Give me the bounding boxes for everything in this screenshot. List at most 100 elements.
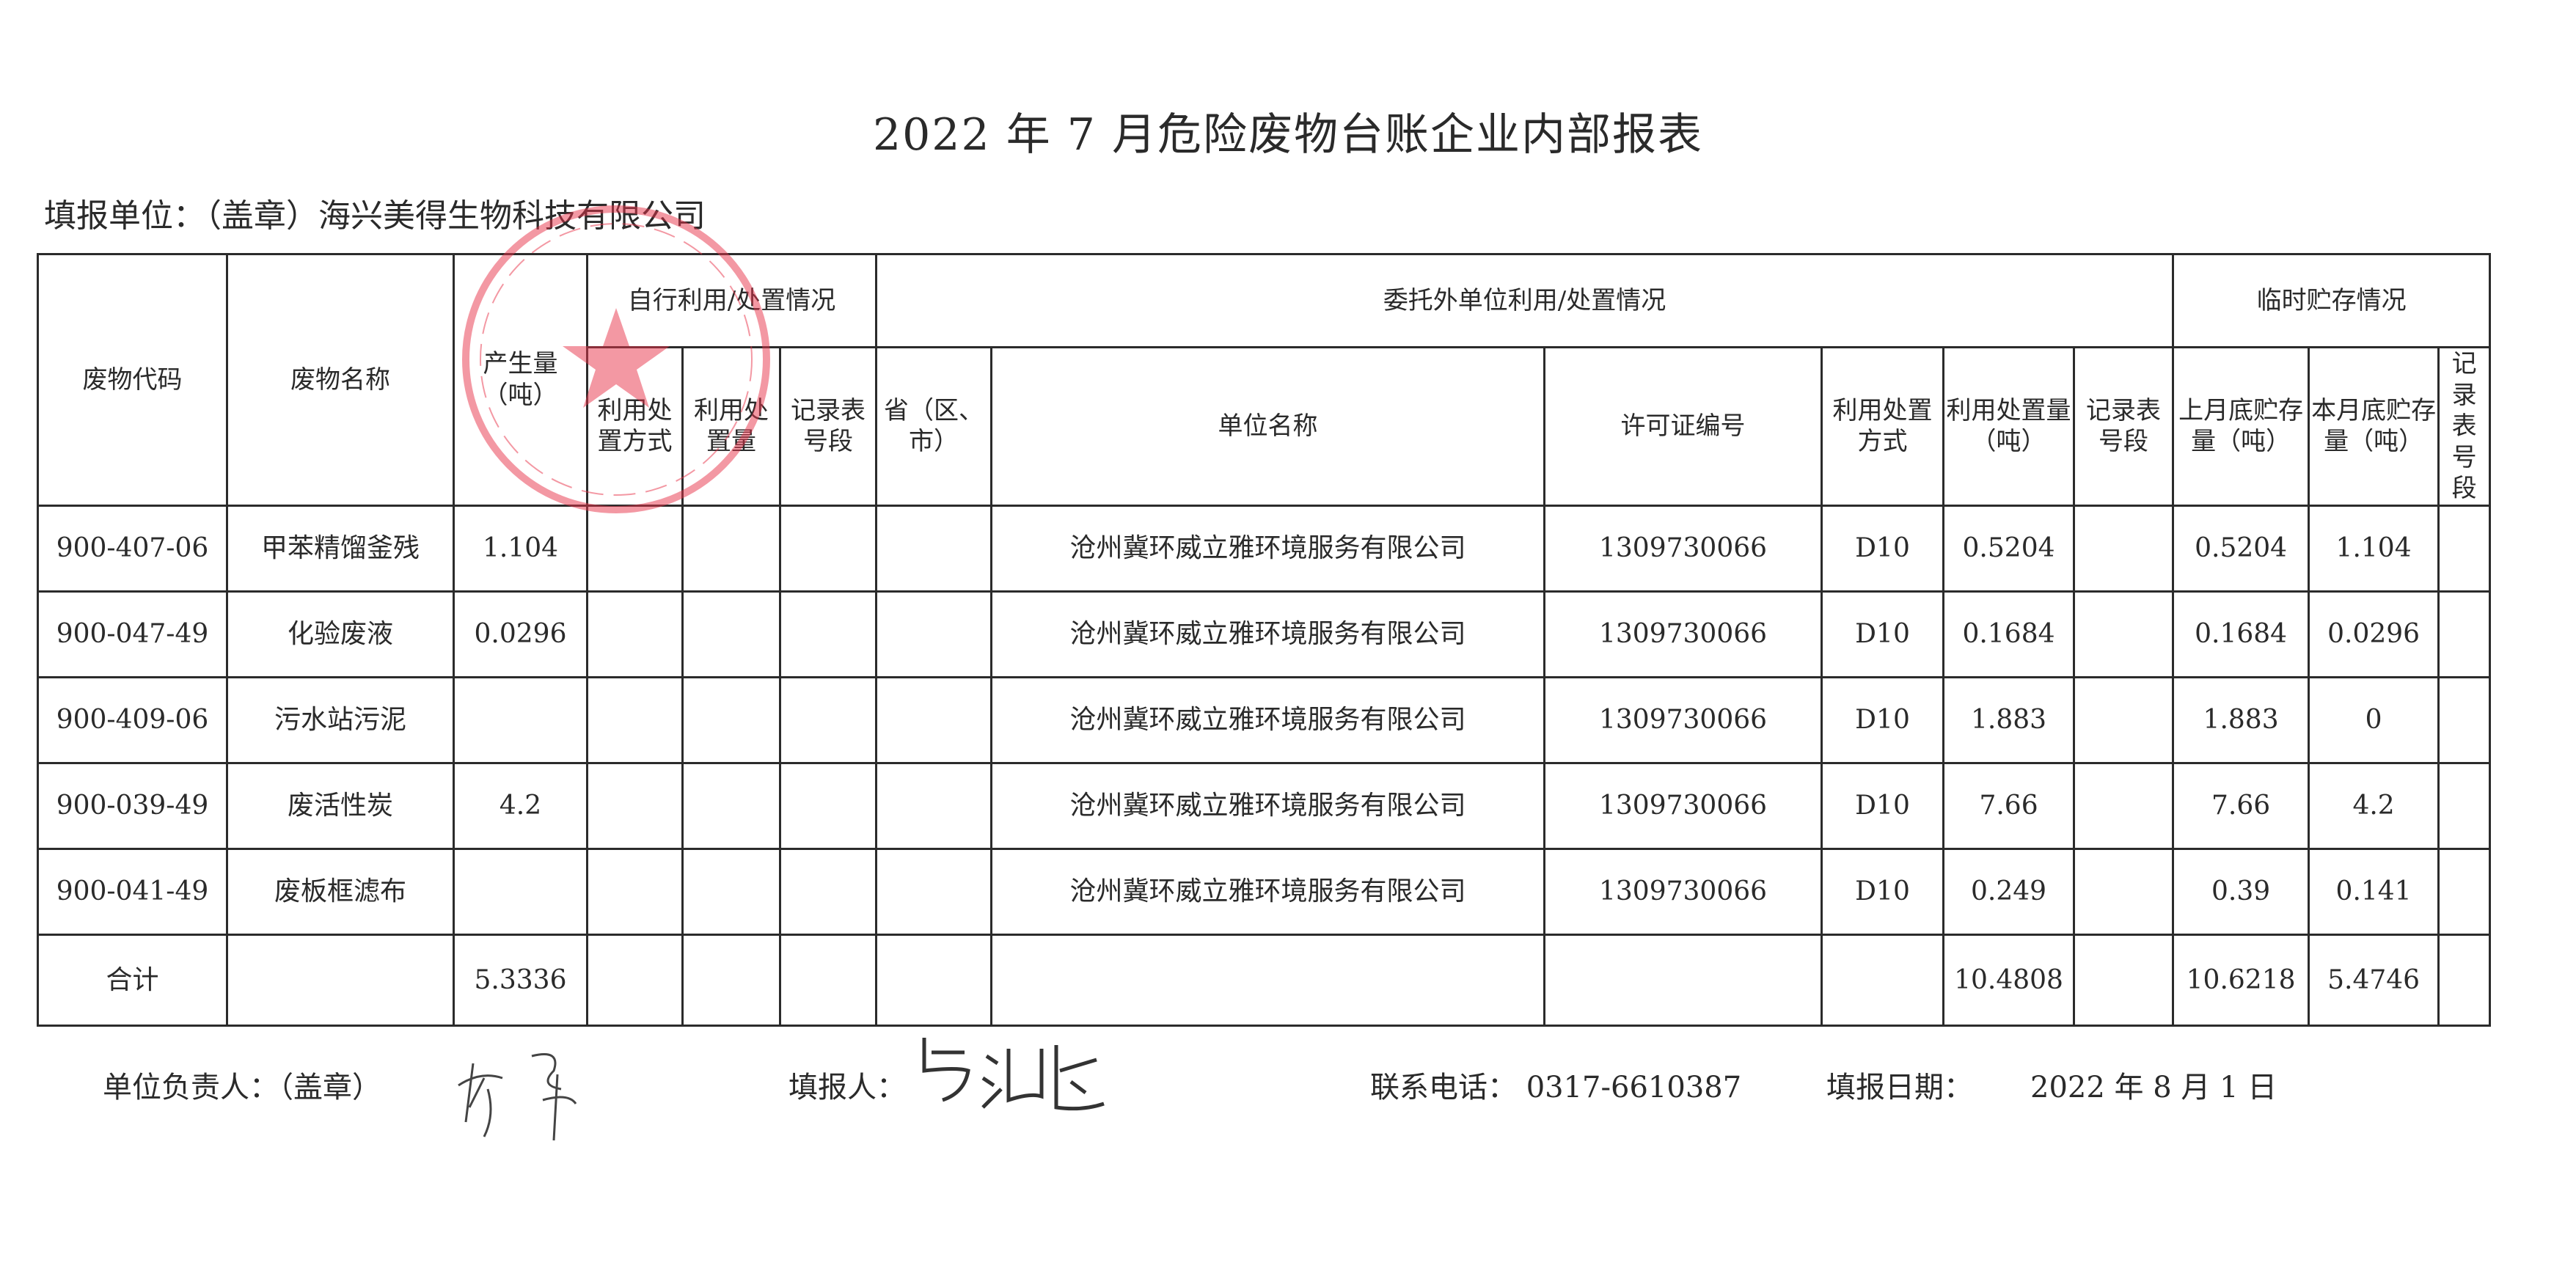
header-method: 利用处置方式 — [1821, 346, 1945, 507]
cell-storage-record — [2437, 761, 2492, 850]
cell-storage-record — [2437, 504, 2492, 593]
cell-amount: 1.883 — [1942, 675, 2076, 764]
cell-this-month: 4.2 — [2308, 761, 2440, 850]
header-storage-group: 临时贮存情况 — [2172, 253, 2492, 348]
cell-storage-record — [2437, 590, 2492, 678]
filing-unit: 填报单位：（盖章）海兴美得生物科技有限公司 — [44, 197, 706, 235]
cell-empty — [2437, 933, 2492, 1027]
cell-method: D10 — [1821, 761, 1945, 850]
cell-generated: 0.0296 — [453, 590, 588, 678]
cell-last-month: 0.39 — [2172, 847, 2310, 936]
cell-waste-name: 废板框滤布 — [226, 847, 455, 936]
table-row: 900-047-49 化验废液 0.0296 沧州冀环威立雅环境服务有限公司 13097… — [37, 590, 2492, 678]
cell-storage-record — [2437, 847, 2492, 936]
cell-last-month: 0.5204 — [2172, 504, 2310, 593]
cell-province — [875, 675, 993, 764]
cell-generated — [453, 675, 588, 764]
cell-self-record — [778, 761, 878, 850]
cell-last-month: 1.883 — [2172, 675, 2310, 764]
cell-waste-code: 900-407-06 — [37, 504, 228, 593]
cell-record — [2073, 590, 2175, 678]
cell-self-record — [778, 504, 878, 593]
cell-waste-name: 甲苯精馏釜残 — [226, 504, 455, 593]
cell-license-no: 1309730066 — [1543, 590, 1823, 678]
header-province: 省（区、市） — [875, 346, 993, 507]
cell-waste-name: 污水站污泥 — [226, 675, 455, 764]
total-row: 合计 5.3336 10.4808 10.6218 5.4746 — [37, 933, 2492, 1027]
cell-empty — [2073, 933, 2175, 1027]
cell-record — [2073, 675, 2175, 764]
cell-unit-name: 沧州冀环威立雅环境服务有限公司 — [990, 761, 1546, 850]
total-generated: 5.3336 — [453, 933, 588, 1027]
cell-self-record — [778, 590, 878, 678]
total-amount: 10.4808 — [1942, 933, 2076, 1027]
header-storage-record: 记录表号段 — [2437, 346, 2492, 507]
cell-self-amount — [681, 590, 781, 678]
contact-phone: 联系电话： 0317-6610387 — [1370, 1071, 1742, 1104]
header-self-method: 利用处置方式 — [586, 346, 684, 507]
table-row: 900-039-49 废活性炭 4.2 沧州冀环威立雅环境服务有限公司 13097300… — [37, 761, 2492, 850]
cell-waste-code: 900-039-49 — [37, 761, 228, 850]
cell-license-no: 1309730066 — [1543, 504, 1823, 593]
cell-waste-code: 900-047-49 — [37, 590, 228, 678]
cell-self-method — [586, 847, 684, 936]
header-license-no: 许可证编号 — [1543, 346, 1823, 507]
cell-waste-name: 化验废液 — [226, 590, 455, 678]
cell-generated: 1.104 — [453, 504, 588, 593]
total-this-month: 5.4746 — [2308, 933, 2440, 1027]
cell-self-amount — [681, 504, 781, 593]
page-title: 2022 年 7 月危险废物台账企业内部报表 — [872, 109, 1704, 161]
cell-unit-name: 沧州冀环威立雅环境服务有限公司 — [990, 504, 1546, 593]
table-row: 900-409-06 污水站污泥 沧州冀环威立雅环境服务有限公司 1309730066… — [37, 675, 2492, 764]
cell-empty — [1543, 933, 1823, 1027]
header-self-record: 记录表号段 — [778, 346, 878, 507]
cell-amount: 0.5204 — [1942, 504, 2076, 593]
cell-this-month: 0.141 — [2308, 847, 2440, 936]
header-waste-name: 废物名称 — [226, 253, 455, 507]
cell-unit-name: 沧州冀环威立雅环境服务有限公司 — [990, 847, 1546, 936]
cell-unit-name: 沧州冀环威立雅环境服务有限公司 — [990, 675, 1546, 764]
cell-province — [875, 847, 993, 936]
cell-self-record — [778, 675, 878, 764]
cell-method: D10 — [1821, 590, 1945, 678]
total-last-month: 10.6218 — [2172, 933, 2310, 1027]
cell-storage-record — [2437, 675, 2492, 764]
cell-this-month: 0.0296 — [2308, 590, 2440, 678]
cell-amount: 0.1684 — [1942, 590, 2076, 678]
cell-self-amount — [681, 675, 781, 764]
cell-self-amount — [681, 847, 781, 936]
cell-method: D10 — [1821, 847, 1945, 936]
cell-amount: 0.249 — [1942, 847, 2076, 936]
cell-province — [875, 504, 993, 593]
cell-license-no: 1309730066 — [1543, 675, 1823, 764]
cell-empty — [875, 933, 993, 1027]
table-row: 900-407-06 甲苯精馏釜残 1.104 沧州冀环威立雅环境服务有限公司 1309… — [37, 504, 2492, 593]
fill-date-label: 填报日期： — [1826, 1071, 1973, 1104]
cell-this-month: 0 — [2308, 675, 2440, 764]
cell-empty — [1821, 933, 1945, 1027]
header-last-month: 上月底贮存量（吨） — [2172, 346, 2310, 507]
header-amount: 利用处置量（吨） — [1942, 346, 2076, 507]
cell-unit-name: 沧州冀环威立雅环境服务有限公司 — [990, 590, 1546, 678]
cell-empty — [990, 933, 1546, 1027]
cell-empty — [586, 933, 684, 1027]
cell-self-method — [586, 504, 684, 593]
header-waste-code: 废物代码 — [37, 253, 228, 507]
cell-record — [2073, 847, 2175, 936]
cell-license-no: 1309730066 — [1543, 761, 1823, 850]
cell-self-record — [778, 847, 878, 936]
cell-self-method — [586, 761, 684, 850]
cell-self-method — [586, 590, 684, 678]
header-self-amount: 利用处置量 — [681, 346, 781, 507]
responsible-label: 单位负责人：（盖章） — [103, 1071, 381, 1104]
cell-generated: 4.2 — [453, 761, 588, 850]
cell-empty — [778, 933, 878, 1027]
cell-self-amount — [681, 761, 781, 850]
cell-waste-code: 900-409-06 — [37, 675, 228, 764]
cell-waste-code: 900-041-49 — [37, 847, 228, 936]
cell-last-month: 0.1684 — [2172, 590, 2310, 678]
cell-method: D10 — [1821, 675, 1945, 764]
header-entrust-group: 委托外单位利用/处置情况 — [875, 253, 2175, 348]
cell-generated — [453, 847, 588, 936]
header-unit-name: 单位名称 — [990, 346, 1546, 507]
